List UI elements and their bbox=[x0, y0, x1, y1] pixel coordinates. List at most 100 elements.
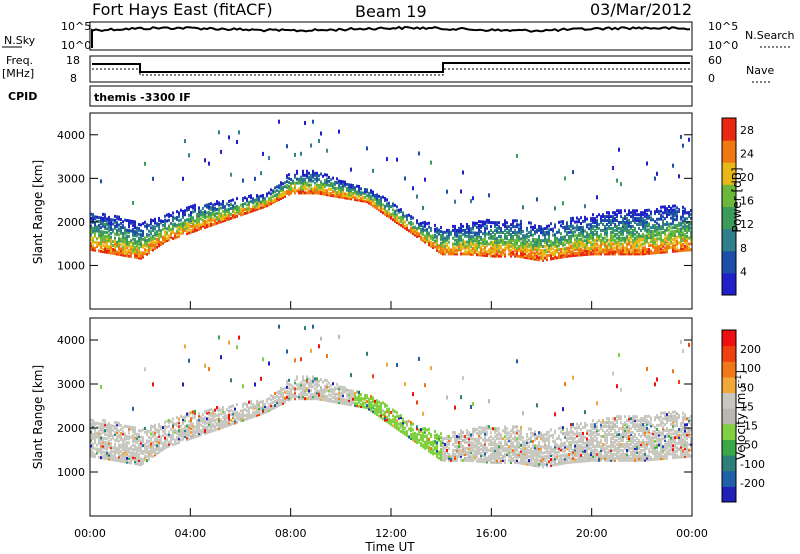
velocity-cell bbox=[350, 393, 352, 397]
power-cell bbox=[96, 243, 98, 247]
power-cell bbox=[534, 255, 536, 259]
power-cell bbox=[294, 183, 296, 187]
velocity-cell bbox=[264, 411, 266, 414]
freq-label: Freq. bbox=[6, 54, 33, 67]
power-cell bbox=[140, 254, 142, 258]
power-cell bbox=[350, 185, 352, 189]
power-cell bbox=[572, 234, 574, 238]
power-cell bbox=[512, 223, 514, 227]
power-cell bbox=[514, 248, 516, 252]
velocity-cell bbox=[130, 457, 132, 461]
power-cell bbox=[562, 251, 564, 255]
velocity-cell bbox=[308, 383, 310, 387]
velocity-cell bbox=[152, 441, 154, 444]
velocity-cell bbox=[422, 431, 424, 435]
velocity-cell bbox=[106, 427, 108, 431]
power-cell bbox=[98, 220, 100, 223]
power-cell bbox=[456, 242, 458, 246]
power-cell bbox=[148, 243, 150, 247]
velocity-cell bbox=[374, 409, 376, 413]
velocity-cell bbox=[366, 400, 368, 404]
power-cell bbox=[480, 245, 482, 249]
power-cell bbox=[548, 238, 550, 242]
power-cell bbox=[458, 228, 460, 232]
power-cell bbox=[682, 213, 684, 217]
velocity-cell bbox=[212, 417, 214, 421]
power-cell bbox=[678, 231, 680, 235]
power-cell bbox=[680, 233, 682, 237]
velocity-cell bbox=[212, 419, 214, 423]
power-cell bbox=[582, 231, 584, 235]
power-cell bbox=[244, 212, 246, 215]
power-cell bbox=[668, 224, 670, 228]
power-cell bbox=[476, 253, 478, 257]
velocity-cell bbox=[424, 430, 426, 434]
velocity-cell bbox=[202, 430, 204, 434]
velocity-cell bbox=[442, 458, 444, 462]
velocity-cell bbox=[300, 391, 302, 395]
power-cell bbox=[530, 256, 532, 260]
velocity-cell bbox=[352, 401, 354, 405]
power-cell bbox=[620, 211, 622, 215]
power-cell bbox=[92, 244, 94, 248]
velocity-cell bbox=[354, 398, 356, 401]
power-cell bbox=[550, 255, 552, 259]
power-cell bbox=[470, 237, 472, 240]
power-cell bbox=[450, 230, 452, 234]
power-cell bbox=[488, 248, 490, 252]
velocity-cell bbox=[342, 401, 344, 405]
velocity-cell bbox=[178, 421, 180, 425]
velocity-cell bbox=[246, 403, 248, 407]
power-cell bbox=[518, 231, 520, 235]
power-cell bbox=[372, 190, 374, 194]
velocity-cell bbox=[116, 427, 118, 431]
power-cell bbox=[294, 189, 296, 193]
velocity-cell bbox=[152, 382, 154, 387]
power-cell bbox=[472, 249, 474, 252]
power-cell bbox=[624, 252, 626, 256]
power-cell bbox=[676, 210, 678, 214]
velocity-cell bbox=[412, 422, 414, 426]
velocity-cell bbox=[166, 443, 168, 447]
velocity-cell bbox=[310, 389, 312, 393]
power-cell bbox=[572, 254, 574, 258]
power-cell bbox=[530, 241, 532, 245]
power-cell bbox=[136, 248, 138, 252]
power-cell bbox=[496, 246, 498, 250]
power-cell bbox=[516, 238, 518, 242]
power-cell bbox=[552, 243, 554, 247]
power-cell bbox=[626, 213, 628, 217]
power-cell bbox=[192, 230, 194, 233]
power-cell bbox=[258, 203, 260, 207]
power-cell bbox=[218, 130, 220, 135]
velocity-cell bbox=[470, 433, 472, 437]
power-cell bbox=[106, 239, 108, 242]
velocity-cell bbox=[106, 425, 108, 429]
power-cell bbox=[600, 215, 602, 219]
velocity-cell bbox=[340, 393, 342, 397]
power-cell bbox=[686, 236, 688, 240]
power-cell bbox=[656, 208, 658, 211]
power-cell bbox=[616, 209, 618, 213]
power-cell bbox=[628, 211, 630, 215]
power-cell bbox=[92, 236, 94, 240]
power-cell bbox=[684, 227, 686, 231]
velocity-cell bbox=[304, 397, 306, 401]
power-cell bbox=[688, 242, 690, 246]
power-cell bbox=[104, 246, 106, 250]
velocity-cell bbox=[188, 411, 190, 415]
velocity-cell bbox=[100, 432, 102, 436]
power-cell bbox=[612, 242, 614, 246]
power-cell bbox=[220, 202, 222, 206]
power-cell bbox=[454, 226, 456, 230]
power-cell bbox=[534, 241, 536, 245]
power-cell bbox=[92, 220, 94, 224]
power-cell bbox=[178, 219, 180, 223]
power-cell bbox=[204, 158, 206, 163]
power-cell bbox=[394, 215, 396, 219]
velocity-cell bbox=[166, 419, 168, 423]
velocity-cell bbox=[392, 420, 394, 424]
power-cell bbox=[636, 219, 638, 223]
velocity-cell bbox=[94, 423, 96, 427]
